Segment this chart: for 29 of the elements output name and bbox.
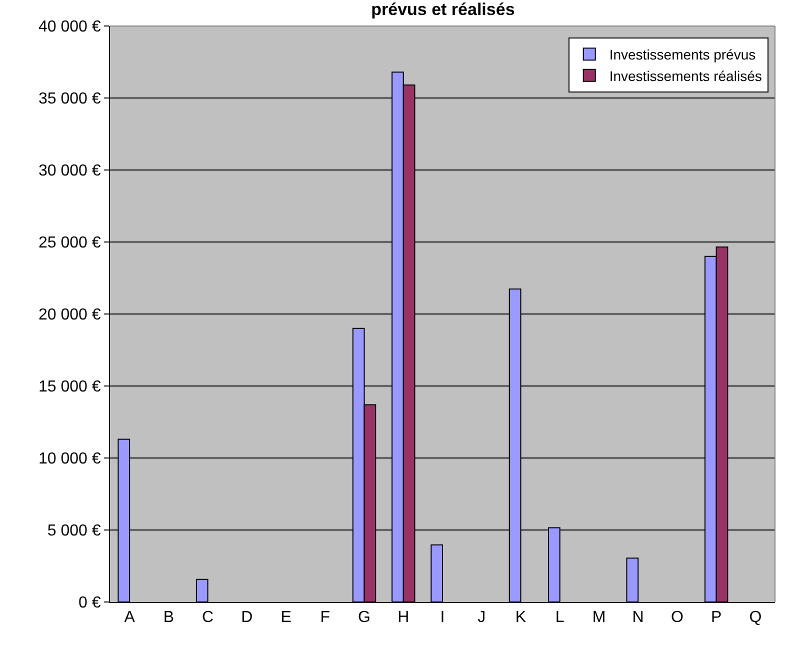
x-tick-label: B: [163, 609, 174, 626]
x-tick-label: N: [632, 609, 644, 626]
y-tick-label: 40 000 €: [38, 18, 101, 36]
x-tick-label: H: [398, 609, 410, 626]
y-tick-label: 20 000 €: [38, 306, 101, 324]
chart-title: prévus et réalisés: [371, 0, 515, 20]
y-tick-label: 25 000 €: [38, 234, 101, 252]
x-tick-label: C: [202, 609, 214, 626]
x-tick-label: E: [280, 609, 292, 626]
y-tick-label: 5 000 €: [47, 522, 101, 540]
x-tick-label: M: [592, 609, 606, 626]
x-tick-label: L: [555, 609, 564, 626]
x-tick-label: O: [670, 609, 684, 626]
x-tick-label: P: [710, 609, 722, 626]
y-tick-label: 10 000 €: [38, 450, 101, 468]
legend-label: Investissements réalisés: [609, 68, 762, 84]
x-tick-label: G: [358, 609, 370, 626]
y-tick-label: 0 €: [78, 594, 101, 612]
x-tick-label: I: [440, 609, 445, 626]
x-tick-label: Q: [749, 609, 762, 626]
x-tick-label: J: [478, 609, 486, 626]
legend-label: Investissements prévus: [609, 46, 756, 63]
x-tick-label: K: [515, 609, 526, 626]
y-tick-label: 35 000 €: [38, 90, 101, 108]
y-tick-label: 15 000 €: [38, 378, 101, 396]
x-tick-label: A: [124, 609, 136, 626]
y-tick-label: 30 000 €: [38, 162, 101, 180]
x-tick-label: D: [241, 609, 253, 626]
x-tick-label: F: [320, 609, 330, 626]
